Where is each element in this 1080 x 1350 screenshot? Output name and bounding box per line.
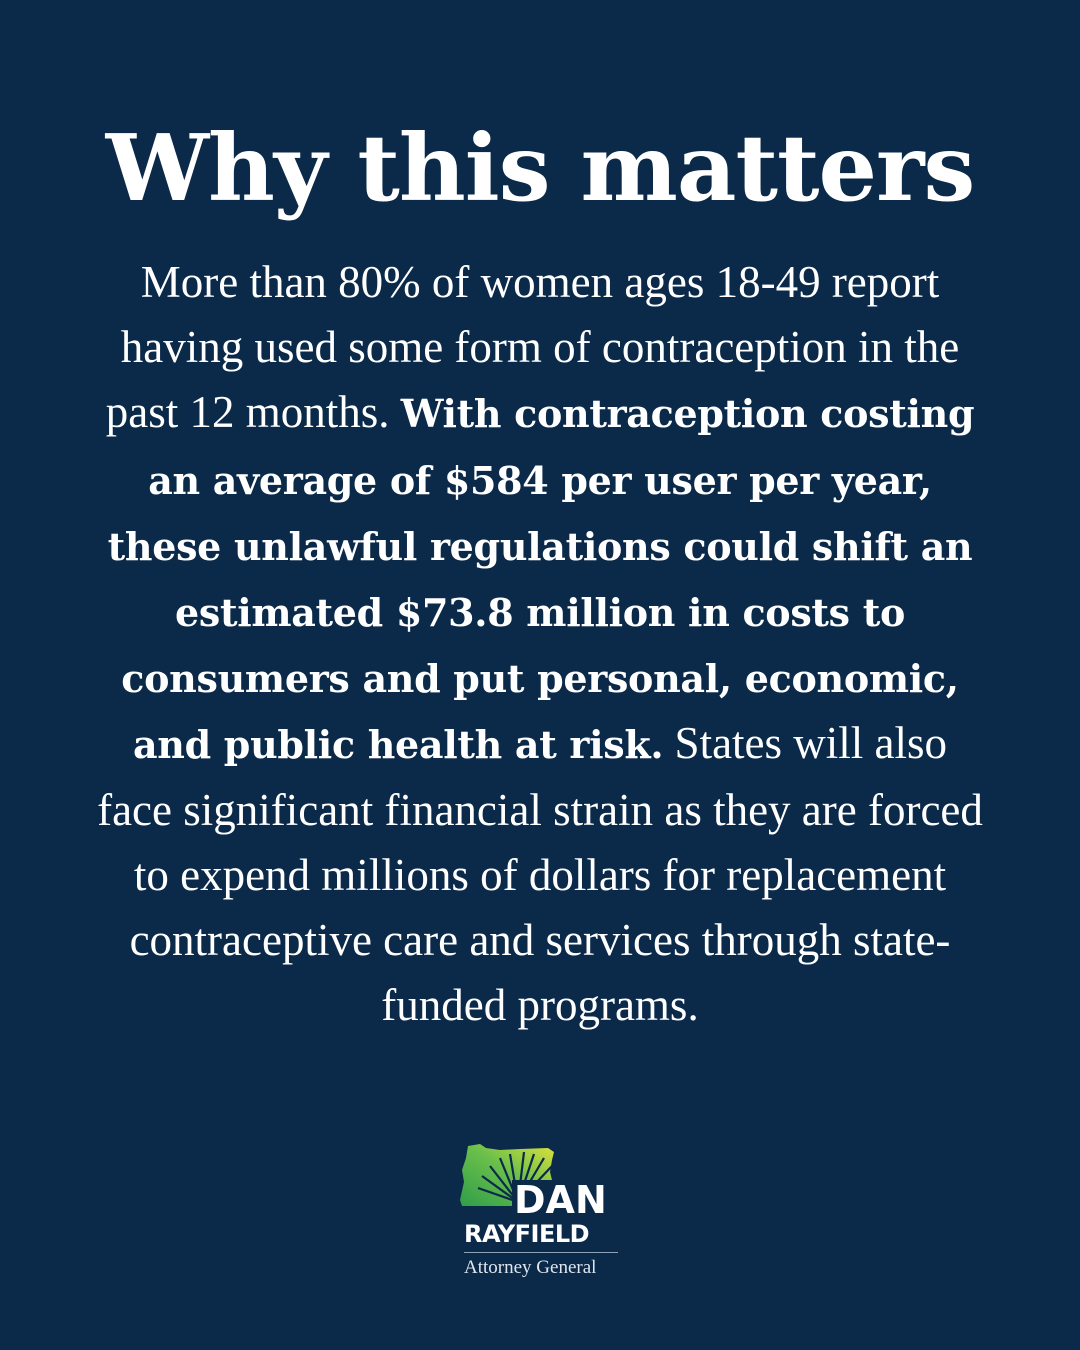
headline: Why this matters: [105, 114, 976, 222]
logo-divider: [464, 1252, 618, 1253]
logo-last-name: RAYFIELD: [464, 1220, 590, 1248]
logo-first-name: DAN: [514, 1178, 607, 1222]
intro-text: More than 80% of women ages 18-49 report…: [105, 257, 960, 438]
emphasis-text: With contraception costing an average of…: [107, 391, 975, 768]
body-paragraph: More than 80% of women ages 18-49 report…: [90, 250, 990, 1038]
oregon-state-sunburst-icon: [460, 1144, 622, 1210]
dan-rayfield-logo: [460, 1142, 622, 1282]
closing-text: States will also face significant financ…: [97, 718, 983, 1031]
logo-subtitle: Attorney General: [464, 1257, 597, 1278]
